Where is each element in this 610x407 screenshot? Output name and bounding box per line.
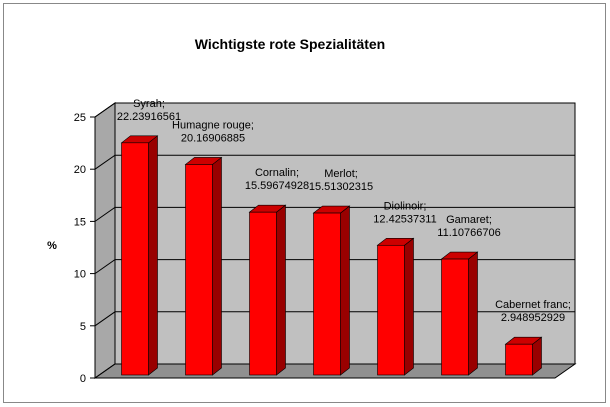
- bar: [312, 205, 351, 376]
- grid-line: [94, 363, 575, 379]
- bar-front: [249, 211, 277, 376]
- grid-line: [94, 102, 575, 118]
- bar: [248, 204, 287, 376]
- grid-line: [94, 259, 575, 275]
- side-wall: [94, 102, 116, 379]
- data-label: Cabernet franc; 2.948952929: [495, 299, 571, 324]
- bar-side: [340, 205, 350, 376]
- y-tick-label: 10: [74, 269, 86, 281]
- bar-side: [212, 156, 222, 376]
- bar-front: [505, 343, 533, 376]
- bar-front: [313, 212, 341, 376]
- data-label: Syrah; 22.23916561: [117, 98, 181, 123]
- bar-front: [377, 244, 405, 376]
- grid-line: [94, 154, 575, 170]
- bar: [120, 135, 159, 376]
- y-tick-label: 5: [80, 321, 86, 333]
- data-label: Humagne rouge; 20.16906885: [172, 119, 254, 144]
- data-label: Gamaret; 11.10766706: [437, 214, 500, 239]
- data-label: Cornalin; 15.59674928: [245, 167, 309, 192]
- y-tick-label: 20: [74, 164, 86, 176]
- grid-line: [94, 206, 575, 222]
- bar-side: [468, 251, 478, 376]
- bar: [504, 336, 543, 376]
- bar-front: [185, 164, 213, 376]
- y-tick-label: 0: [80, 373, 86, 385]
- bar-front: [441, 258, 469, 376]
- bar-side: [404, 237, 414, 376]
- bar: [376, 237, 415, 376]
- data-label: Diolinoir; 12.42537311: [373, 200, 436, 225]
- bar: [184, 156, 223, 376]
- bar-side: [148, 135, 158, 376]
- grid-line: [94, 311, 575, 327]
- y-axis-label: %: [47, 240, 57, 252]
- bar-side: [276, 204, 286, 376]
- y-tick-label: 25: [74, 112, 86, 124]
- bar: [440, 251, 479, 376]
- chart-title: Wichtigste rote Spezialitäten: [195, 36, 385, 52]
- y-tick-label: 15: [74, 216, 86, 228]
- data-label: Merlot; 15.51302315: [309, 168, 373, 193]
- bar-front: [121, 142, 149, 376]
